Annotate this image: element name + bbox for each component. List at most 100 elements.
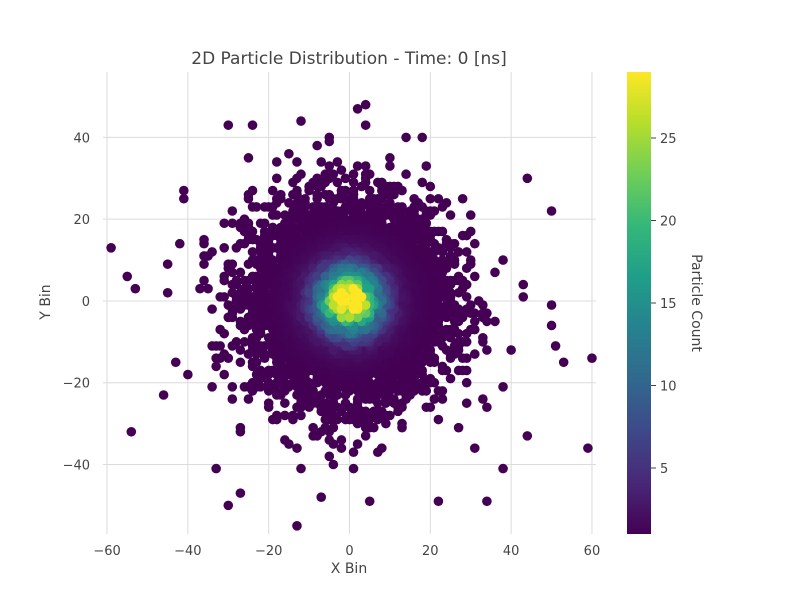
data-point [231,337,242,347]
data-point [259,341,270,351]
data-point [352,161,363,171]
data-point [179,193,189,204]
data-point [498,255,508,265]
data-point [352,103,363,114]
y-tick-label: −40 [63,458,90,473]
y-axis-ticks: −40 −20 0 20 40 [63,131,90,473]
data-point [469,271,480,282]
data-point [478,332,488,343]
data-point [421,402,432,413]
data-point [219,218,230,229]
data-point [469,316,480,327]
data-point [518,279,529,290]
x-tick-label: 60 [584,544,601,559]
data-point [453,247,464,257]
y-tick-label: 0 [82,295,90,310]
y-tick-label: 20 [73,213,90,228]
data-point [417,132,428,143]
data-point [328,198,339,208]
x-tick-label: −40 [174,544,201,559]
data-point [126,426,137,437]
data-point [490,267,500,278]
data-point [498,382,508,392]
data-point [243,193,254,204]
data-point [259,349,270,359]
data-point [162,287,173,298]
data-point [360,431,371,441]
data-point [271,157,282,167]
data-point [312,193,322,204]
chart-title: 2D Particle Distribution - Time: 0 [ns] [191,49,507,69]
data-point [377,406,387,417]
data-point [170,357,181,368]
data-point [360,324,371,335]
data-point [546,320,557,331]
data-point [227,259,238,269]
data-point [199,259,209,269]
data-point [219,292,230,302]
data-point [348,283,359,294]
data-point [312,140,322,151]
data-point [280,410,290,421]
data-point [227,382,238,392]
data-point [106,243,116,253]
data-point [320,398,331,408]
data-point [461,398,472,408]
x-tick-label: 20 [422,544,439,559]
x-axis-title: X Bin [331,561,367,577]
data-point [122,271,133,282]
data-point [280,398,290,408]
data-point [437,202,448,212]
data-point [219,369,230,380]
data-point [461,328,472,339]
data-point [231,279,242,290]
data-point [453,365,464,376]
data-point [368,406,379,417]
data-point [162,259,173,269]
data-point [239,337,250,347]
data-point [352,312,363,323]
data-point [211,463,221,474]
data-point [478,308,488,319]
data-point [312,337,322,347]
data-point [393,349,403,359]
data-point [130,283,141,294]
data-point [583,443,593,453]
data-point [235,267,246,278]
colorbar-gradient [627,72,651,534]
data-point [360,99,371,110]
data-point [292,157,302,167]
data-point [292,443,302,453]
data-point [437,361,448,372]
data-point [227,218,238,229]
data-point [259,218,270,229]
data-point [429,238,440,249]
data-point [340,398,351,408]
data-point [381,418,391,429]
data-point [223,120,234,130]
colorbar-tick-label: 25 [660,132,677,147]
data-point [401,169,411,180]
data-point [425,193,436,204]
data-point [461,377,472,388]
data-point [453,422,464,433]
data-point [316,157,327,167]
data-point [336,443,347,453]
data-point [304,287,314,298]
data-point [360,300,371,310]
colorbar-tick-label: 20 [660,215,677,230]
data-point [296,410,306,421]
data-point [328,422,339,433]
data-point [316,492,327,503]
data-point [316,263,327,274]
data-point [247,247,258,257]
data-point [360,161,371,171]
data-point [457,230,468,241]
data-point [469,349,480,359]
data-point [397,418,407,429]
data-point [195,283,205,294]
data-point [441,238,452,249]
data-point [324,435,335,445]
data-point [469,238,480,249]
